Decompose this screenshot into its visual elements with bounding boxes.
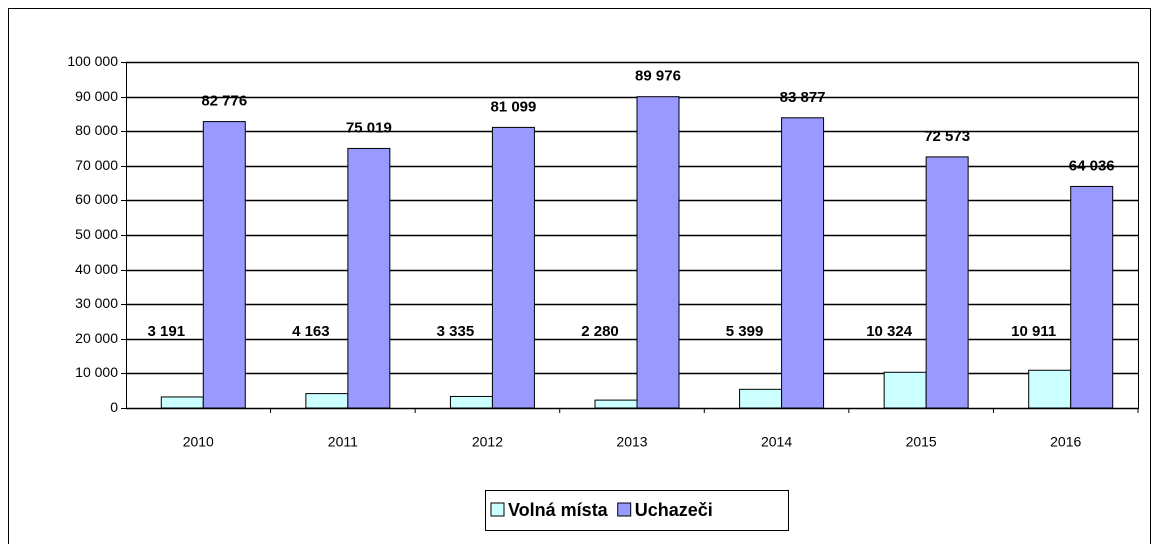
y-tick-label: 50 000	[75, 226, 118, 242]
x-tick-label: 2012	[472, 434, 503, 450]
y-tick-label: 40 000	[75, 261, 118, 277]
data-label: 89 976	[635, 68, 681, 85]
bar	[160, 396, 204, 409]
y-tick-label: 80 000	[75, 122, 118, 138]
y-tick-label: 20 000	[75, 330, 118, 346]
x-tick-label: 2014	[761, 434, 792, 450]
bar	[594, 399, 638, 409]
legend-swatch	[617, 502, 632, 517]
bar	[347, 147, 391, 409]
x-tick-label: 2015	[906, 434, 937, 450]
y-tick-label: 100 000	[67, 53, 118, 69]
legend-label: Uchazeči	[635, 500, 713, 520]
data-label: 64 036	[1069, 157, 1115, 174]
bar	[491, 126, 535, 409]
data-label: 2 280	[581, 323, 619, 340]
data-label: 4 163	[292, 323, 330, 340]
data-label: 10 911	[1011, 323, 1056, 340]
legend-box	[485, 490, 789, 531]
data-label: 75 019	[346, 119, 392, 136]
bar	[202, 121, 246, 409]
y-tick-label: 70 000	[75, 157, 118, 173]
data-label: 83 877	[780, 89, 826, 106]
x-tick-label: 2013	[616, 434, 647, 450]
bar	[305, 393, 349, 409]
bar	[449, 395, 493, 409]
y-tick-label: 60 000	[75, 191, 118, 207]
data-label: 72 573	[924, 128, 970, 145]
y-tick-label: 10 000	[75, 364, 118, 380]
data-label: 5 399	[726, 323, 764, 340]
x-tick-label: 2016	[1050, 434, 1081, 450]
x-tick-label: 2011	[328, 434, 358, 450]
data-label: 10 324	[866, 323, 913, 340]
bar	[636, 96, 680, 409]
bar	[739, 388, 783, 409]
y-tick-label: 0	[110, 399, 118, 415]
bar	[1028, 369, 1072, 409]
bar	[781, 117, 825, 409]
data-label: 81 099	[490, 98, 536, 115]
data-label: 82 776	[201, 93, 247, 110]
data-label: 3 191	[148, 323, 186, 340]
legend-label: Volná místa	[508, 500, 609, 520]
bar	[925, 156, 969, 409]
bar	[883, 371, 927, 409]
y-tick-label: 90 000	[75, 88, 118, 104]
y-tick-label: 30 000	[75, 295, 118, 311]
legend-swatch	[490, 502, 505, 517]
x-tick-label: 2010	[183, 434, 214, 450]
bar	[1070, 185, 1114, 409]
data-label: 3 335	[437, 323, 475, 340]
